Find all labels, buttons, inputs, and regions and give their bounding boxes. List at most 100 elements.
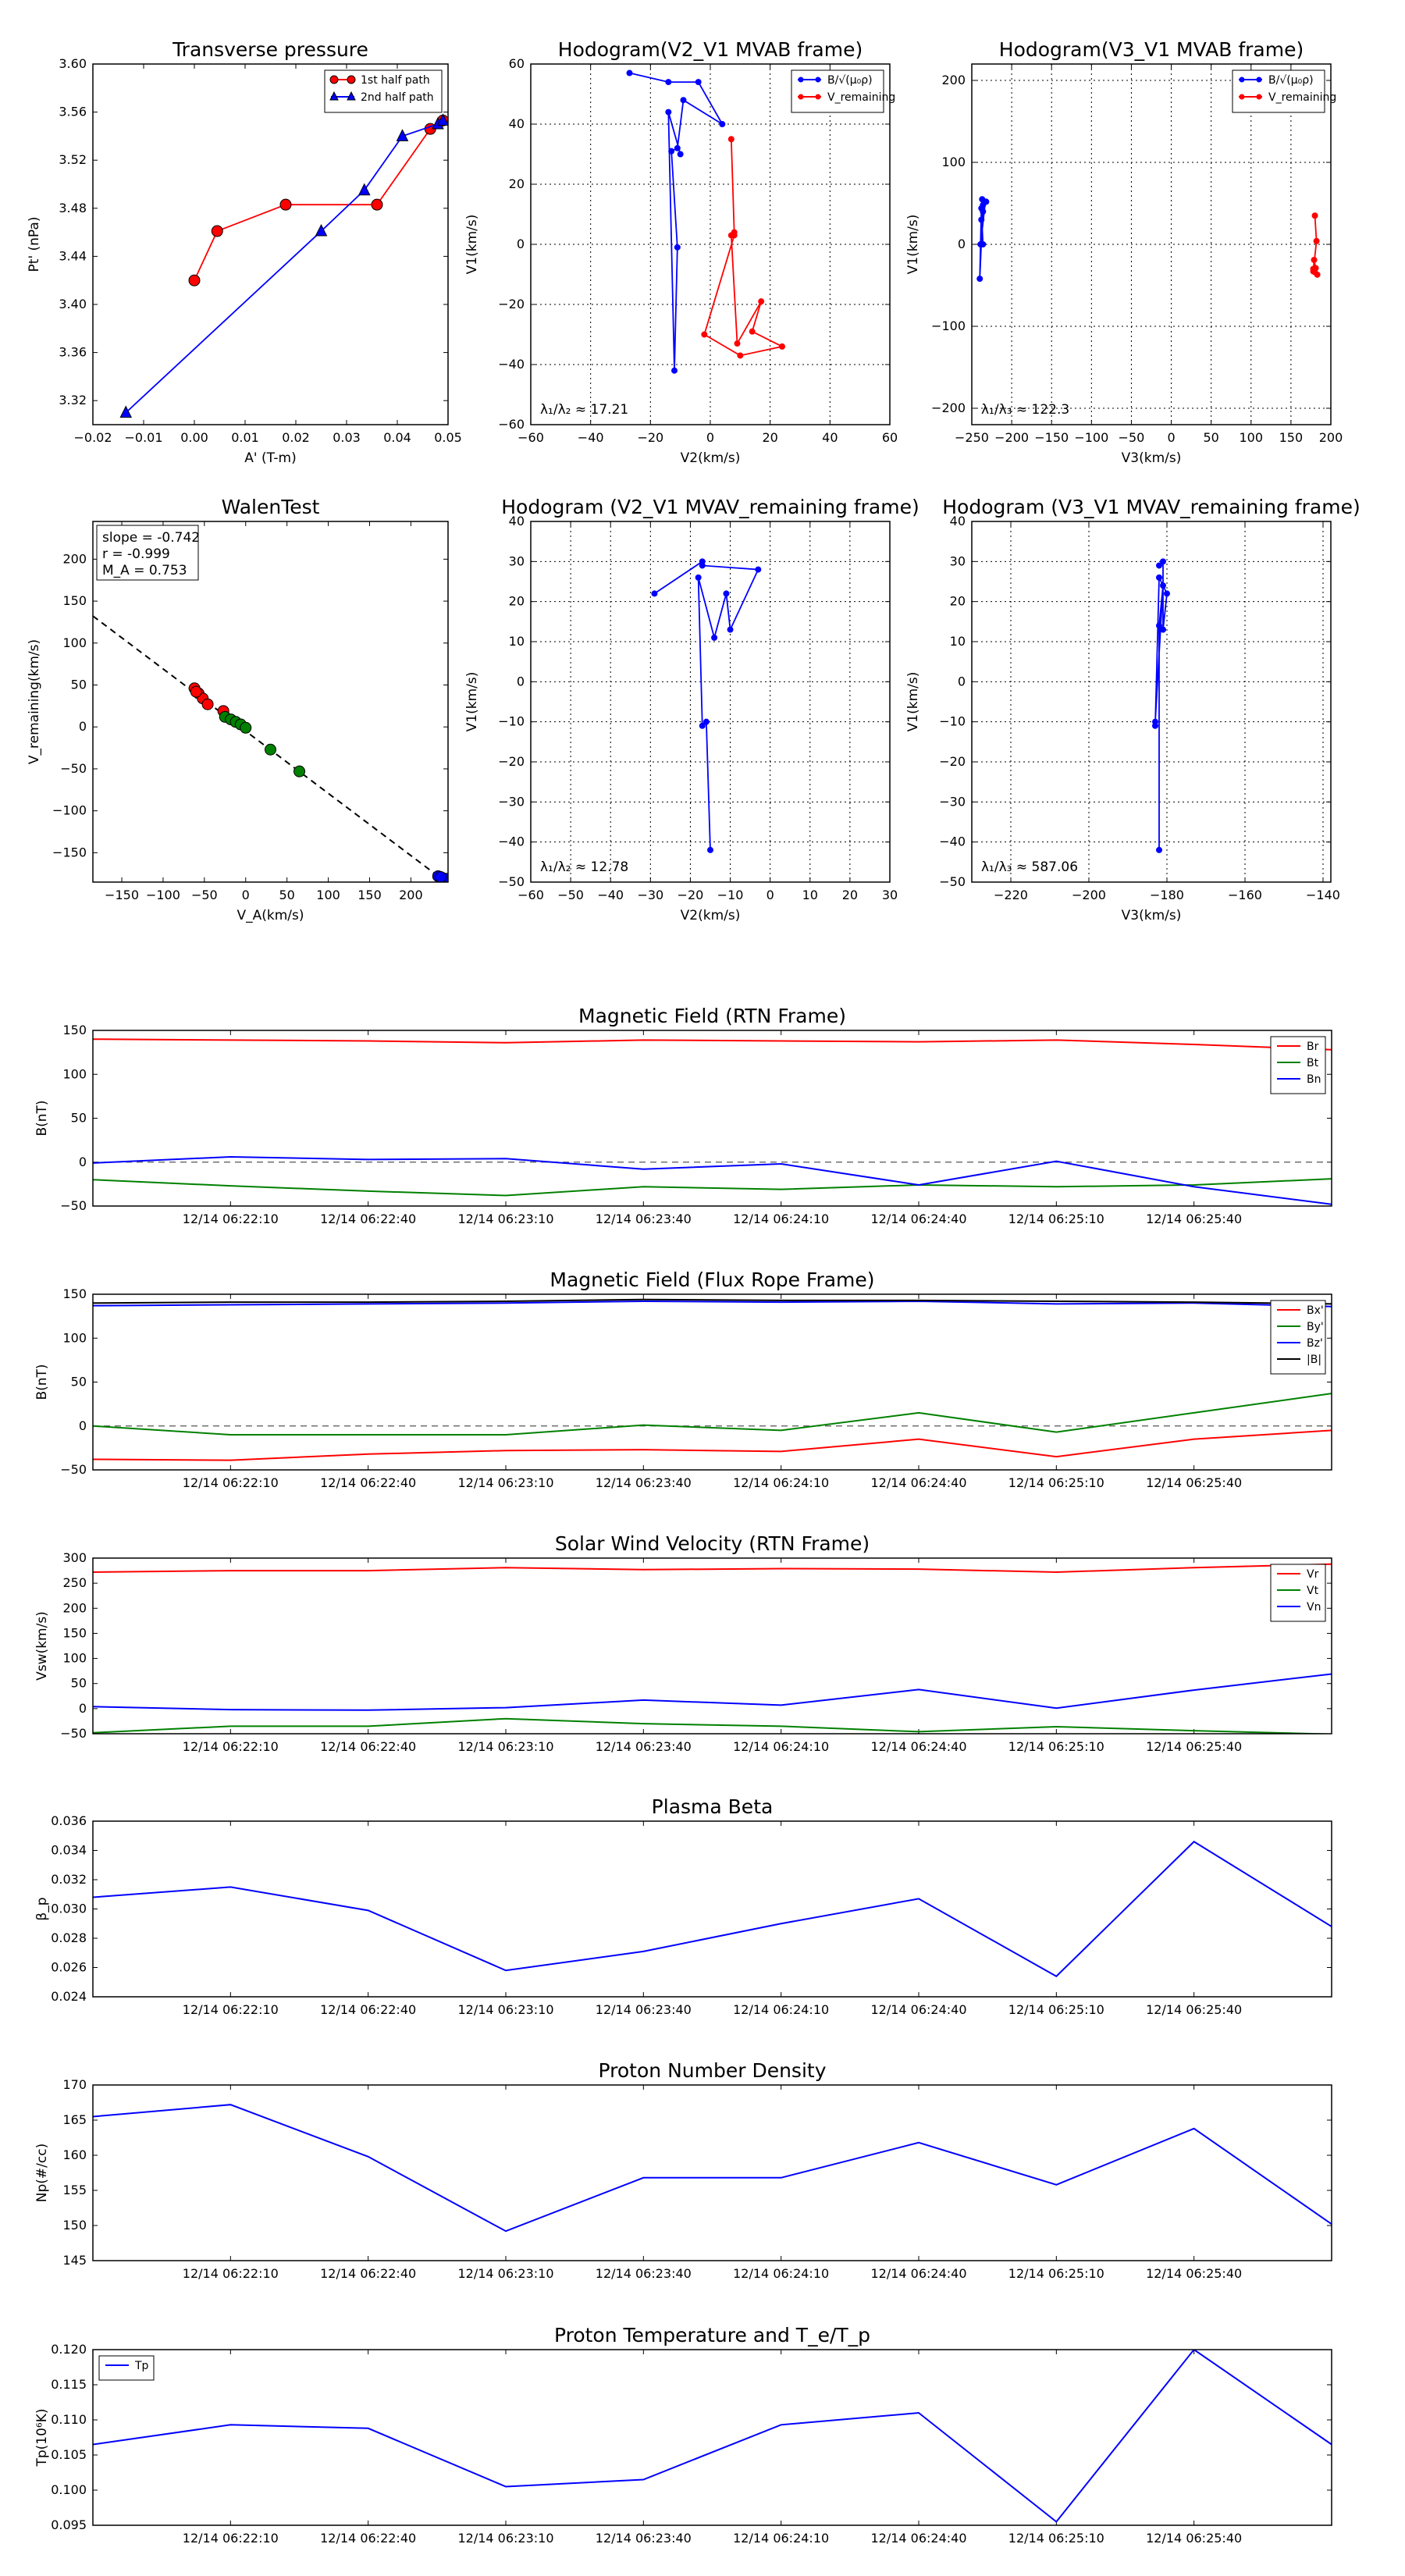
- legend-marker: [1256, 94, 1262, 100]
- data-point: [1156, 846, 1162, 853]
- x-tick-label: −50: [1119, 430, 1145, 445]
- series-line-Bz: [93, 1300, 1332, 1308]
- y-tick-label: 40: [950, 514, 966, 528]
- y-tick-label: 0: [79, 1701, 87, 1716]
- y-tick-label: 300: [62, 1550, 87, 1565]
- y-tick-label: 3.60: [59, 56, 87, 71]
- y-tick-label: 0.105: [51, 2447, 87, 2462]
- plot-area: [651, 558, 762, 853]
- y-tick-label: 160: [62, 2147, 87, 2162]
- y-tick-label: −150: [52, 845, 87, 859]
- x-tick-label: −100: [146, 888, 180, 902]
- data-point: [980, 241, 987, 247]
- data-point: [674, 144, 681, 151]
- data-point: [731, 232, 738, 239]
- chart-title: Hodogram(V3_V1 MVAB frame): [999, 38, 1304, 61]
- x-tick-label: 12/14 06:23:10: [457, 2531, 553, 2546]
- x-tick-label: 150: [1279, 430, 1304, 445]
- data-point: [626, 69, 633, 76]
- legend-label: Bx': [1307, 1304, 1324, 1317]
- x-tick-label: 12/14 06:25:40: [1146, 1475, 1242, 1490]
- y-tick-label: 50: [71, 1676, 87, 1691]
- x-tick-label: −0.01: [124, 430, 162, 445]
- legend-label: Vt: [1307, 1585, 1319, 1597]
- x-tick-label: 12/14 06:24:40: [870, 2531, 966, 2546]
- panel-p3: Hodogram(V3_V1 MVAB frame) V3(km/s) V1(km/…: [905, 38, 1343, 466]
- x-tick-label: 60: [882, 430, 898, 445]
- legend-label: 1st half path: [361, 74, 430, 87]
- data-point: [674, 244, 681, 251]
- y-tick-label: 60: [509, 56, 525, 71]
- x-tick-label: 12/14 06:25:10: [1008, 2531, 1104, 2546]
- y-axis-label: Pt' (nPa): [27, 217, 42, 272]
- x-tick-label: 12/14 06:23:10: [457, 1739, 553, 1754]
- x-tick-label: −20: [637, 430, 663, 445]
- y-tick-label: 0.024: [51, 1989, 87, 2004]
- x-tick-label: 12/14 06:22:40: [320, 2531, 416, 2546]
- y-tick-label: 3.32: [59, 393, 87, 407]
- y-tick-label: 3.48: [59, 201, 87, 215]
- y-tick-label: 20: [509, 594, 525, 609]
- y-tick-label: −30: [498, 794, 525, 809]
- x-tick-label: 12/14 06:22:10: [183, 2531, 279, 2546]
- x-tick-label: 12/14 06:24:10: [733, 2266, 829, 2281]
- data-point: [357, 183, 371, 196]
- axes-frame: [92, 2084, 1332, 2261]
- legend-box: [1270, 1300, 1326, 1375]
- y-tick-label: 0: [958, 237, 966, 251]
- chart-title: Hodogram(V2_V1 MVAB frame): [558, 38, 863, 61]
- series-line-B: [629, 72, 724, 371]
- x-tick-label: −20: [678, 888, 704, 902]
- x-tick-label: 12/14 06:22:40: [320, 1212, 416, 1226]
- y-tick-label: 3.40: [59, 297, 87, 311]
- chart-title: Proton Temperature and T_e/T_p: [554, 2324, 870, 2347]
- x-tick-label: 0: [1167, 430, 1175, 445]
- x-tick-label: 12/14 06:24:40: [870, 2266, 966, 2281]
- x-tick-label: −160: [1228, 888, 1262, 902]
- y-tick-label: 150: [62, 1286, 87, 1301]
- data-point: [727, 136, 735, 143]
- axes-frame: [92, 1293, 1332, 1471]
- y-tick-label: 0.036: [51, 1813, 87, 1828]
- y-tick-label: 50: [71, 1111, 87, 1126]
- legend-marker: [1256, 76, 1262, 83]
- y-tick-label: −40: [498, 357, 525, 372]
- x-tick-label: 12/14 06:25:10: [1008, 1739, 1104, 1754]
- y-tick-label: 40: [509, 514, 525, 528]
- y-tick-label: 100: [62, 1651, 87, 1666]
- axes-frame: [92, 2349, 1332, 2526]
- plot-area: [1152, 558, 1170, 853]
- y-tick-label: −50: [60, 1726, 87, 1741]
- legend-label: Bz': [1307, 1337, 1323, 1350]
- legend-label: Br: [1307, 1041, 1319, 1053]
- x-tick-label: 12/14 06:25:10: [1008, 1212, 1104, 1226]
- legend-marker: [329, 91, 339, 101]
- legend-marker: [1239, 94, 1245, 100]
- plot-area: [93, 1840, 1332, 1977]
- y-tick-label: 170: [62, 2077, 87, 2092]
- panel-t3: Solar Wind Velocity (RTN Frame) Vsw(km/s)…: [34, 1532, 1332, 1754]
- eigenvalue-ratio-label: λ₁/λ₂ ≈ 12.78: [540, 859, 628, 875]
- y-tick-label: 3.44: [59, 248, 87, 263]
- x-tick-label: 12/14 06:22:10: [183, 1212, 279, 1226]
- x-tick-label: 12/14 06:24:10: [733, 1475, 829, 1490]
- y-tick-label: −60: [498, 417, 525, 432]
- x-tick-label: 12/14 06:24:40: [870, 1212, 966, 1226]
- data-point: [1311, 256, 1318, 263]
- y-tick-label: 30: [509, 553, 525, 568]
- data-point: [755, 566, 762, 573]
- x-tick-label: 150: [357, 888, 382, 902]
- chart-title: Hodogram (V3_V1 MVAV_remaining frame): [942, 496, 1361, 518]
- y-tick-label: 165: [62, 2112, 87, 2127]
- x-tick-label: 0: [706, 430, 714, 445]
- plot-area: [976, 196, 1321, 283]
- x-tick-label: 12/14 06:24:40: [870, 2002, 966, 2017]
- x-tick-label: 12/14 06:23:10: [457, 2266, 553, 2281]
- y-axis-label: V1(km/s): [905, 672, 921, 732]
- y-tick-label: −20: [939, 754, 966, 769]
- x-tick-label: −220: [994, 888, 1028, 902]
- y-tick-label: 155: [62, 2183, 87, 2197]
- y-tick-label: 145: [62, 2253, 87, 2268]
- stats-line: r = -0.999: [102, 546, 170, 562]
- data-point: [711, 634, 718, 641]
